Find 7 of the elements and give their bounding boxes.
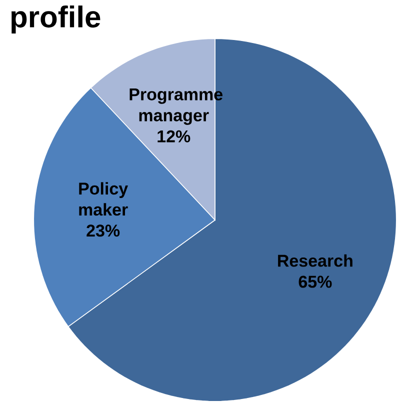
data-label: 12%	[158, 130, 190, 142]
chart-title: profile	[12, 6, 100, 34]
slice-label: Policy maker	[79, 182, 128, 216]
data-label: 23%	[86, 224, 120, 237]
slice-label: Programme manager	[130, 88, 223, 125]
slice-label: Research	[278, 254, 352, 267]
data-label: 65%	[298, 276, 332, 288]
